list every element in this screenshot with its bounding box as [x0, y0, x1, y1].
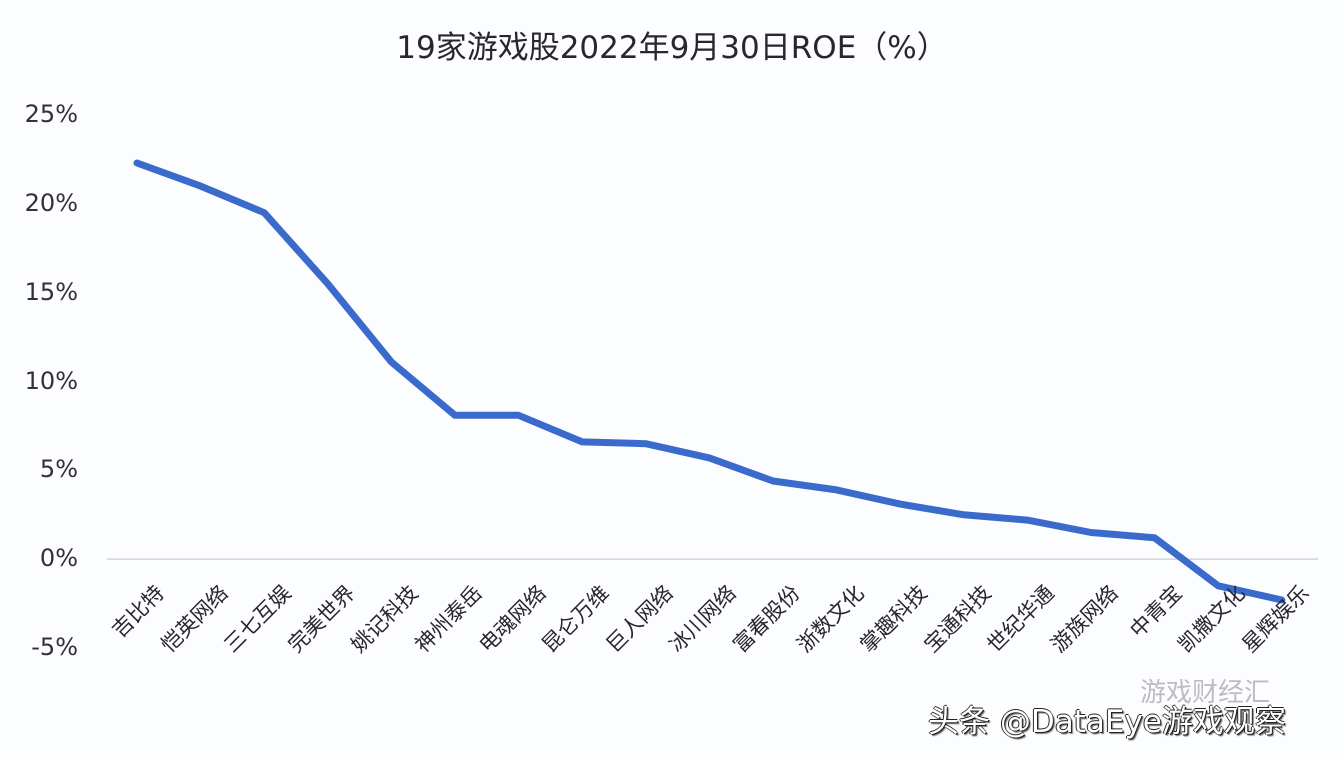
watermark: 头条 @DataEye游戏观察	[928, 704, 1286, 740]
watermark-faint: 游戏财经汇	[1140, 678, 1271, 708]
roe-line	[133, 159, 1286, 604]
y-tick-label: 25%	[24, 100, 78, 128]
y-tick-label: 10%	[24, 366, 78, 395]
y-tick-label: 5%	[39, 455, 78, 484]
chart-title: 19家游戏股2022年9月30日ROE（%）	[396, 30, 948, 66]
y-tick-label: 20%	[24, 188, 78, 217]
y-tick-label: 15%	[24, 277, 78, 306]
y-tick-label: -5%	[31, 633, 78, 661]
y-tick-label: 0%	[39, 544, 78, 573]
